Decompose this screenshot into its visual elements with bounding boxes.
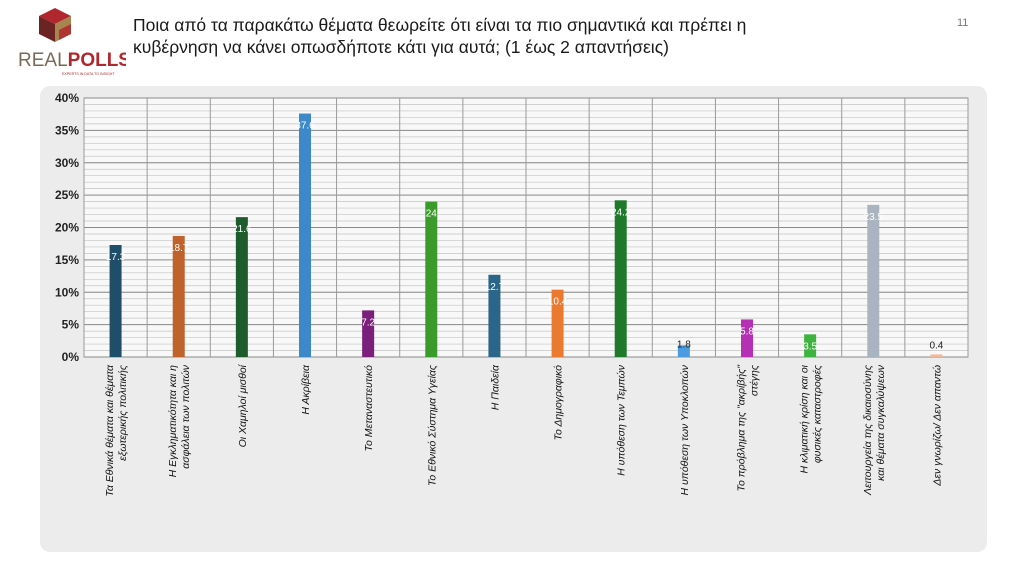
bar: [362, 310, 375, 357]
bar: [551, 289, 564, 357]
y-tick-label: 35%: [55, 123, 79, 137]
bar-chart: 0% 5% 10% 15% 20% 25% 30% 35% 40% 17.3 Τα Εθνικά θ…: [55, 91, 969, 497]
x-category-label: Η υπόθεση των Υποκλοπών: [679, 364, 691, 495]
x-category-label: Η Εγκληματικότητα και ηασφάλεια των πολι…: [167, 364, 192, 477]
bar: [867, 204, 880, 357]
y-tick-label: 10%: [55, 285, 79, 299]
bar-value-label: 3.5: [803, 341, 817, 352]
x-category-label: Το Εθνικό Σύστημα Υγείας: [426, 364, 438, 486]
bar-value-label: 24: [426, 209, 438, 220]
x-category-label: Το Μεταναστευτικό: [363, 365, 375, 452]
bar: [741, 319, 753, 357]
bar-value-label: 5.8: [740, 326, 754, 337]
x-category-label: Τα Εθνικά θέματα και θέματαεξωτερικής πο…: [104, 364, 129, 497]
bar: [109, 244, 122, 357]
x-category-label: Η κλιματική κρίση και οιφυσικές καταστρο…: [799, 364, 824, 473]
bar: [299, 113, 311, 357]
bar-value-label: 12.7: [485, 282, 505, 293]
bar-value-label: 17.3: [106, 252, 126, 263]
x-category-label-line: Το Μεταναστευτικό: [363, 365, 375, 452]
x-category-label: Δεν γνωρίζω/ Δεν απαντώ: [931, 365, 943, 487]
bar: [235, 217, 248, 357]
bar: [488, 274, 501, 357]
x-category-label: Λειτουργεία της δικαιοσύνηςκαι θέματα συ…: [862, 364, 887, 496]
x-category-label-line: Η Εγκληματικότητα και η: [167, 365, 179, 478]
bar-value-label: 0.4: [929, 340, 943, 351]
logo-tagline: EXPERTS IN DATA TO INSIGHT: [62, 72, 115, 76]
x-category-label-line: Το Εθνικό Σύστημα Υγείας: [426, 364, 438, 486]
x-category-label-line: Το πρόβλημα της "ακρίβής": [736, 364, 748, 492]
y-tick-label: 30%: [55, 156, 79, 170]
realpolls-logo: REALPOLLS EXPERTS IN DATA TO INSIGHT: [14, 4, 126, 80]
x-category-label-line: Λειτουργεία της δικαιοσύνης: [862, 364, 874, 496]
x-category-label: Οι Χαμηλοί μισθοί: [237, 363, 249, 447]
x-category-label-line: και θέματα συγκαλύψεων: [875, 364, 887, 481]
x-category-label-line: στέγης: [749, 364, 761, 396]
chart-panel: 0% 5% 10% 15% 20% 25% 30% 35% 40% 17.3 Τα Εθνικά θ…: [40, 86, 987, 552]
x-category-label-line: Το Δημογραφικό: [553, 365, 565, 441]
logo-wordmark: REALPOLLS: [18, 50, 126, 71]
bar: [172, 235, 185, 357]
x-category-label: Η υπόθεση των Τεμπών: [616, 364, 628, 476]
y-tick-label: 20%: [55, 221, 79, 235]
x-category-label-line: εξωτερικής πολιτικής: [117, 364, 129, 461]
bar-value-label: 1.8: [677, 339, 691, 350]
bar-value-label: 23.5: [864, 212, 884, 223]
logo-cube-left: [39, 16, 55, 42]
x-category-label-line: φυσικές καταστροφές: [812, 364, 824, 463]
x-category-label: Η Παιδεία: [489, 364, 501, 410]
chart-question-title: Ποια από τα παρακάτω θέματα θεωρείτε ότι…: [133, 15, 747, 57]
bar: [804, 334, 817, 357]
x-category-label: Η Ακρίβεια: [300, 364, 312, 415]
y-tick-label: 0%: [62, 350, 80, 364]
y-tick-label: 15%: [55, 253, 79, 267]
x-category-label: Το Δημογραφικό: [553, 365, 565, 441]
x-category-label: Το πρόβλημα της "ακρίβής"στέγης: [736, 364, 761, 492]
bar: [425, 201, 438, 357]
bar-value-label: 18.7: [169, 243, 189, 254]
bar: [677, 345, 690, 357]
x-category-label-line: Τα Εθνικά θέματα και θέματα: [104, 364, 116, 497]
y-tick-label: 25%: [55, 188, 79, 202]
bar-value-label: 24.2: [611, 207, 631, 218]
x-category-label-line: Η υπόθεση των Τεμπών: [616, 364, 628, 476]
x-category-label-line: Η υπόθεση των Υποκλοπών: [679, 364, 691, 495]
x-category-label-line: Η κλιματική κρίση και οι: [799, 364, 811, 473]
bar-value-label: 37.6: [295, 121, 315, 132]
bar-value-label: 10.4: [548, 297, 568, 308]
y-tick-label: 5%: [62, 318, 80, 332]
x-category-label-line: Οι Χαμηλοί μισθοί: [237, 363, 249, 447]
x-category-label-line: Η Ακρίβεια: [300, 364, 312, 415]
x-category-label-line: Η Παιδεία: [489, 364, 501, 410]
page-number: 11: [957, 17, 969, 29]
x-category-label-line: ασφάλεια των πολιτών: [180, 364, 192, 468]
x-category-label-line: Δεν γνωρίζω/ Δεν απαντώ: [931, 365, 943, 487]
y-tick-label: 40%: [55, 91, 79, 105]
bar: [614, 200, 627, 357]
bar-value-label: 7.2: [361, 317, 375, 328]
bar-value-label: 21.6: [232, 224, 252, 235]
bar: [930, 354, 943, 357]
